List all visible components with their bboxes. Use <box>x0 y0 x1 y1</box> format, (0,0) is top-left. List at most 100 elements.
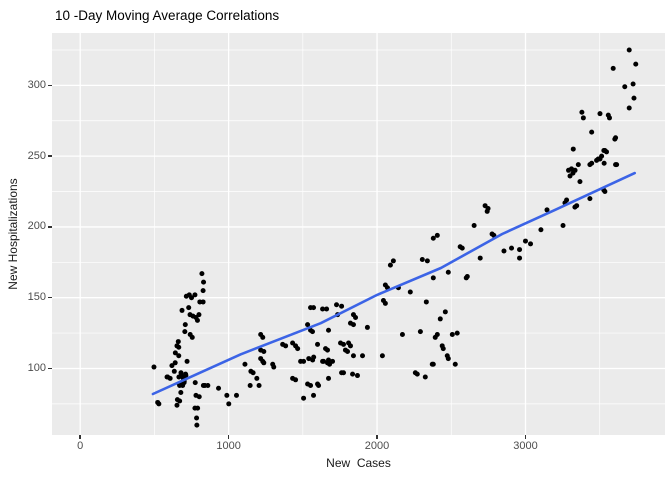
data-point <box>350 371 356 377</box>
data-point <box>345 348 351 354</box>
data-point <box>424 258 430 264</box>
data-point <box>196 312 202 318</box>
data-point <box>538 227 544 233</box>
data-point <box>501 248 507 254</box>
data-point <box>172 360 178 366</box>
data-point <box>194 317 200 323</box>
data-point <box>430 275 436 281</box>
data-point <box>200 288 206 294</box>
data-point <box>622 84 628 90</box>
data-point <box>517 247 523 253</box>
y-axis-title: New Hospitalizations <box>6 178 20 290</box>
data-point <box>176 353 182 359</box>
data-point <box>560 223 566 229</box>
data-point <box>602 189 608 195</box>
y-tick-mark <box>48 367 52 370</box>
data-point <box>382 300 388 306</box>
y-tick-label: 250 <box>27 149 46 162</box>
data-point <box>194 422 200 428</box>
data-point <box>350 322 356 328</box>
data-point <box>464 273 470 279</box>
y-tick-label: 200 <box>27 220 46 233</box>
data-point <box>399 332 405 337</box>
data-point <box>172 350 178 356</box>
data-point <box>216 385 222 391</box>
data-point <box>192 292 198 298</box>
data-point <box>544 207 550 213</box>
data-point <box>311 354 317 360</box>
data-point <box>589 129 595 135</box>
data-point <box>226 401 232 407</box>
data-point <box>261 360 267 366</box>
y-tick-mark <box>48 84 52 87</box>
data-point <box>422 374 428 380</box>
data-point <box>485 206 491 212</box>
data-point <box>192 380 198 386</box>
data-point <box>254 375 260 381</box>
data-point <box>176 344 182 350</box>
data-point <box>449 332 455 337</box>
data-point <box>175 339 181 345</box>
chart-title: 10 -Day Moving Average Correlations <box>55 8 280 23</box>
x-tick-mark <box>79 435 81 439</box>
data-point <box>167 375 173 381</box>
data-point <box>334 302 340 308</box>
data-point <box>577 179 583 185</box>
data-point <box>169 363 175 369</box>
data-point <box>613 135 619 141</box>
data-point <box>171 368 177 374</box>
plot-area <box>52 33 665 435</box>
data-point <box>522 238 528 244</box>
data-point <box>604 149 610 155</box>
data-point <box>295 346 301 352</box>
data-point <box>353 315 359 321</box>
data-point <box>301 395 307 401</box>
x-axis-title: New Cases <box>326 456 391 470</box>
data-point <box>308 382 314 388</box>
data-point <box>390 258 396 264</box>
data-point <box>601 160 607 166</box>
data-point <box>271 364 277 370</box>
data-point <box>178 390 184 396</box>
plot-panel <box>52 33 665 435</box>
data-point <box>454 330 460 336</box>
data-point <box>330 358 336 364</box>
data-point <box>305 322 311 328</box>
data-point <box>528 241 534 247</box>
data-point <box>517 255 523 261</box>
x-tick-label: 1000 <box>216 440 241 452</box>
data-point <box>360 353 366 359</box>
data-point <box>419 256 425 262</box>
data-point <box>316 382 322 388</box>
data-point <box>387 262 393 268</box>
data-point <box>630 81 636 87</box>
data-point <box>430 361 436 367</box>
data-point <box>326 375 332 381</box>
data-point <box>407 289 413 295</box>
y-tick-mark <box>48 155 52 157</box>
data-point <box>301 358 307 364</box>
data-point <box>326 357 332 363</box>
data-point <box>283 343 289 349</box>
data-point <box>445 269 451 275</box>
data-point <box>606 115 612 121</box>
data-point <box>233 392 239 398</box>
data-point <box>184 358 190 364</box>
data-point <box>250 370 256 376</box>
y-tick-label: 300 <box>27 78 46 91</box>
x-tick-mark <box>524 435 527 439</box>
data-point <box>580 115 586 121</box>
data-point <box>626 105 632 111</box>
data-point <box>437 316 443 322</box>
data-point <box>442 309 448 315</box>
data-point <box>452 361 458 367</box>
y-tick-label: 100 <box>27 361 46 374</box>
data-point <box>434 332 440 337</box>
data-point <box>189 334 195 340</box>
data-point <box>459 245 465 251</box>
data-point <box>364 324 370 330</box>
data-point <box>631 95 637 101</box>
x-tick-mark <box>227 435 230 439</box>
data-point <box>324 347 330 353</box>
y-tick-mark <box>48 226 52 228</box>
